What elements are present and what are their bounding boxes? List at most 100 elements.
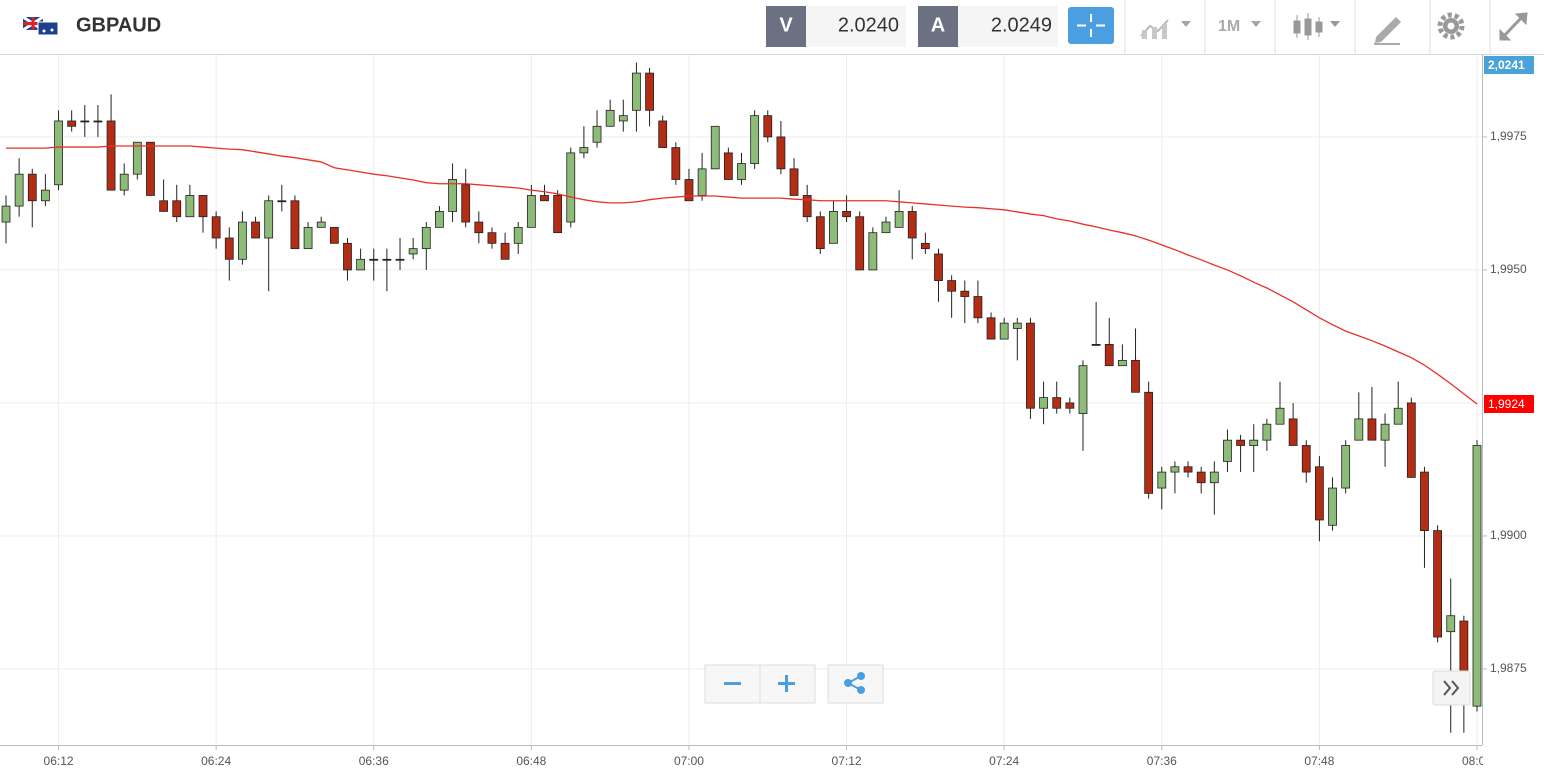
axes: 1,9875 1,9900 1,9950 1,9975 1,9924 2,0241 <box>1482 56 1534 675</box>
candle-body <box>750 115 760 164</box>
x-tick-label: 06:48 <box>516 754 546 768</box>
x-tick-label: 06:12 <box>44 754 74 768</box>
candle-body <box>579 147 589 154</box>
symbol: GBPAUD <box>76 14 161 36</box>
bid-button[interactable] <box>766 6 806 47</box>
candle-body <box>369 258 379 261</box>
y-tick-label: 1,9875 <box>1490 661 1527 675</box>
candle-body <box>776 136 786 170</box>
candle-body <box>1131 359 1140 393</box>
x-tick-label: 07:12 <box>832 754 862 768</box>
candle-body <box>513 226 523 244</box>
candle-body <box>815 216 825 250</box>
share-button[interactable] <box>827 664 884 704</box>
candle-body <box>723 152 733 180</box>
candle-body <box>1170 466 1180 473</box>
candle-body <box>960 290 970 297</box>
zoom-in-button[interactable] <box>759 664 816 704</box>
moving-average <box>6 145 1478 405</box>
ask-price: 2.0249 <box>991 14 1052 36</box>
candle-body <box>802 195 812 218</box>
candle-body <box>448 179 457 212</box>
candle-body <box>14 173 24 207</box>
candle-body <box>934 253 943 281</box>
x-tick-label: 06:36 <box>359 754 389 768</box>
candle-body <box>316 221 326 228</box>
y-tick-label: 1,9975 <box>1490 129 1527 143</box>
candle-body <box>1039 397 1048 409</box>
last-price-box <box>1484 56 1534 74</box>
fullscreen-button[interactable] <box>1499 12 1528 41</box>
candle-body <box>920 242 930 250</box>
last-price-label: 2,0241 <box>1488 58 1525 72</box>
candle-body <box>671 147 681 180</box>
x-tick-label: 07:24 <box>989 754 1019 768</box>
candle-body <box>605 109 615 127</box>
candle-body <box>343 242 352 271</box>
ask-label: A <box>931 14 945 36</box>
candle-body <box>356 258 366 271</box>
candle-body <box>1 205 11 223</box>
candle-body <box>1393 407 1403 425</box>
candle-body <box>1052 397 1062 409</box>
candle-body <box>842 211 851 218</box>
bid-label: V <box>779 14 793 36</box>
candle-body <box>1196 471 1206 484</box>
scroll-end-button[interactable] <box>1432 670 1471 706</box>
draw-button[interactable] <box>1374 17 1401 45</box>
candle-body <box>553 195 563 234</box>
candle-body <box>789 168 799 196</box>
candle-body <box>1314 466 1324 521</box>
candle-body <box>1065 402 1075 409</box>
candle-body <box>435 211 444 228</box>
candle-body <box>881 221 891 234</box>
y-tick-label: 1,9900 <box>1490 528 1527 542</box>
time-axis: 06:12 06:24 06:36 06:48 07:00 07:12 07:24 07:36… <box>44 745 1483 768</box>
chart-type-button[interactable] <box>1140 19 1191 39</box>
candle-body <box>1223 439 1232 462</box>
timeframe-button[interactable]: 1M <box>1218 18 1261 35</box>
candle-body <box>290 200 300 250</box>
candle-body <box>224 237 234 260</box>
candle-body <box>618 115 628 122</box>
candle-body <box>763 115 773 138</box>
candle-body <box>684 179 694 202</box>
candle-body <box>986 317 996 340</box>
candle-body <box>1078 365 1088 414</box>
candle-body <box>1183 466 1193 473</box>
candle-body <box>474 221 484 234</box>
zoom-out-button[interactable] <box>704 664 761 704</box>
x-tick-label: 07:36 <box>1147 754 1177 768</box>
candle-body <box>894 211 904 228</box>
candle-body <box>1157 471 1167 489</box>
settings-button[interactable] <box>1437 12 1465 40</box>
ma-price-label: 1,9924 <box>1488 397 1525 411</box>
candle-body <box>329 226 339 244</box>
candle-body <box>1367 418 1377 441</box>
candle-body <box>146 141 155 196</box>
candle-body <box>395 258 405 261</box>
ask-button[interactable] <box>918 6 958 47</box>
candle-body <box>1262 423 1272 441</box>
y-tick-label: 1,9950 <box>1490 262 1527 276</box>
candle-body <box>172 200 182 218</box>
crosshair-button[interactable] <box>1068 7 1114 44</box>
candle-type-button[interactable] <box>1293 13 1340 40</box>
candle-body <box>80 120 90 123</box>
candle-body <box>1433 530 1442 638</box>
x-tick-label: 07:48 <box>1304 754 1334 768</box>
candle-body <box>277 200 287 203</box>
candle-body <box>658 120 668 148</box>
flag-icon <box>22 15 59 36</box>
candle-body <box>264 200 274 239</box>
candle-body <box>1341 445 1351 489</box>
candle-body <box>211 216 221 239</box>
candle-body <box>67 120 77 127</box>
candle-body <box>566 152 576 223</box>
candle-body <box>1236 439 1245 446</box>
candle-body <box>159 200 169 212</box>
grid <box>0 55 1482 745</box>
candle-body <box>907 211 917 239</box>
